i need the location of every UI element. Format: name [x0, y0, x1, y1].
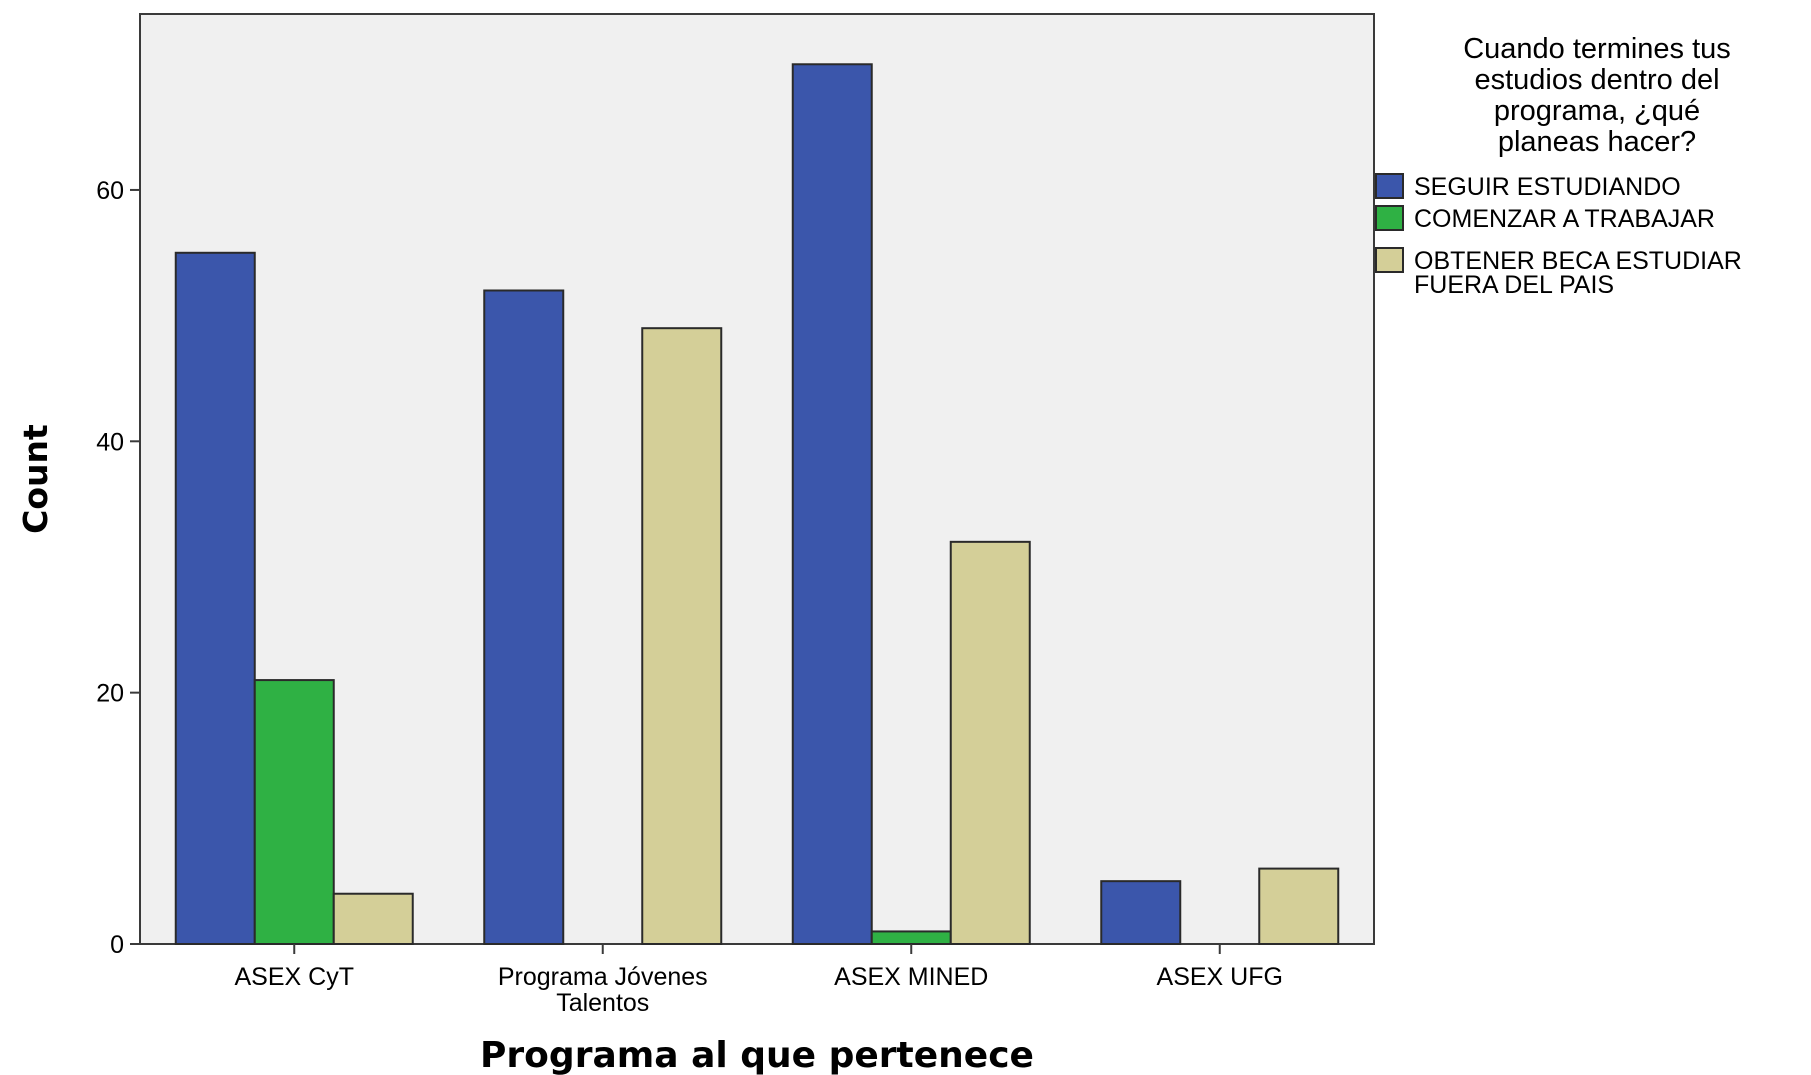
legend: Cuando termines tus estudios dentro del pr…	[1375, 33, 1742, 299]
text-line: ASEX UFG	[1157, 963, 1283, 991]
text-line: OBTENER BECA ESTUDIAR	[1414, 247, 1742, 275]
y-tick-label: 20	[96, 680, 124, 708]
legend-label: SEGUIR ESTUDIANDO	[1414, 173, 1681, 201]
bar	[949, 540, 1031, 945]
text-line: Cuando termines tus	[1463, 33, 1731, 65]
x-axis-title: Programa al que pertenece	[480, 1035, 1034, 1075]
legend-swatch	[1375, 247, 1404, 273]
legend-label: OBTENER BECA ESTUDIAR FUERA DEL PAIS	[1414, 247, 1742, 299]
legend-swatch	[1375, 173, 1404, 199]
bar	[483, 289, 565, 945]
bar	[641, 327, 723, 945]
plot-area	[139, 13, 1375, 945]
bar	[174, 251, 256, 945]
text-line: FUERA DEL PAIS	[1414, 271, 1614, 299]
text-line: Programa Jóvenes	[498, 963, 708, 991]
text-line: programa, ¿qué	[1494, 95, 1700, 127]
legend-swatch	[1375, 205, 1404, 231]
x-tick-label: ASEX MINED	[834, 963, 988, 991]
legend-title: Cuando termines tus estudios dentro del pr…	[1463, 33, 1731, 158]
bar	[870, 930, 952, 946]
legend-label: COMENZAR A TRABAJAR	[1414, 205, 1715, 233]
text-line: estudios dentro del	[1474, 64, 1719, 96]
axes-layer: 0 20 40 60 ASEX CyT Programa Jóvenes Talentos A…	[96, 177, 1283, 1017]
text-line: Talentos	[556, 989, 649, 1017]
y-tick-label: 60	[96, 177, 124, 205]
y-tick-label: 40	[96, 428, 124, 456]
x-tick-label: Programa Jóvenes Talentos	[498, 963, 708, 1017]
x-tick-label: ASEX CyT	[235, 963, 354, 991]
text-line: ASEX CyT	[235, 963, 354, 991]
y-axis-title: Count	[16, 424, 55, 534]
y-tick-label: 0	[110, 931, 124, 959]
text-line: ASEX MINED	[834, 963, 988, 991]
text-line: SEGUIR ESTUDIANDO	[1414, 173, 1681, 201]
bar	[791, 63, 873, 946]
bar	[332, 892, 414, 946]
bar	[1258, 867, 1340, 946]
text-line: planeas hacer?	[1498, 126, 1696, 158]
bars-layer	[174, 63, 1340, 946]
text-line: COMENZAR A TRABAJAR	[1414, 205, 1715, 233]
x-tick-label: ASEX UFG	[1157, 963, 1283, 991]
bar	[253, 679, 335, 945]
bar	[1100, 880, 1182, 946]
